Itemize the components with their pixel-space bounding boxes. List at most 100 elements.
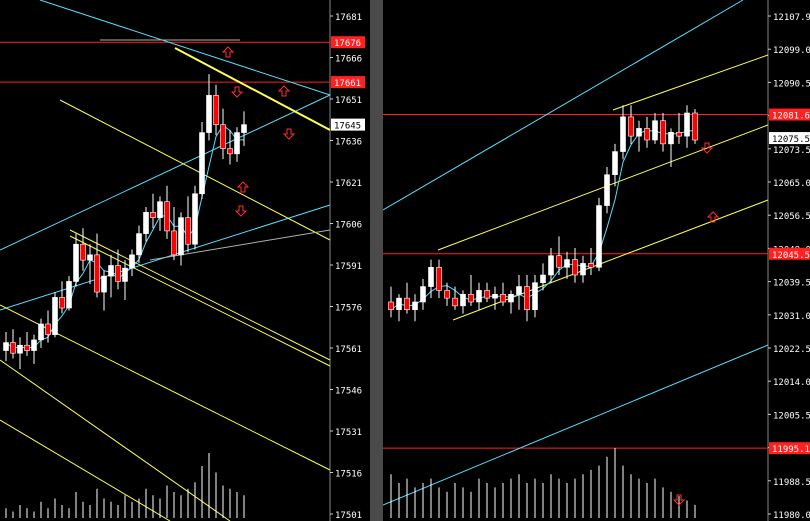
candle-body [80, 243, 86, 261]
arrow-down-icon [700, 142, 714, 154]
y-tick-label: 12107.9 [773, 13, 810, 23]
trend-line [69, 235, 331, 367]
trend-line [0, 359, 231, 521]
candle-body [564, 259, 570, 268]
y-tick-label: 17546 [335, 387, 362, 397]
candle-body [572, 259, 578, 276]
arrow-up-icon [706, 211, 720, 223]
candle-body [676, 131, 682, 137]
candle-body [492, 293, 498, 299]
trend-line [383, 0, 744, 211]
y-tick-label: 17516 [335, 470, 362, 480]
candle-body [620, 116, 626, 152]
candle-body [420, 286, 426, 303]
panel-divider[interactable] [370, 0, 383, 521]
candle-body [185, 217, 191, 245]
y-tick-label: 12022.5 [773, 345, 810, 355]
trend-line [437, 124, 769, 251]
y-tick-label: 17681 [335, 13, 362, 23]
price-label-text: 12075.5 [772, 135, 810, 145]
candle-body [444, 290, 450, 299]
y-tick-label: 17651 [335, 96, 362, 106]
candle-body [122, 267, 128, 282]
candle-body [178, 217, 184, 256]
right-price-chart[interactable]: 12107.9 12099.0 12090.5 12081.6 12073.5 12065… [383, 0, 810, 521]
candle-body [199, 132, 205, 195]
candle-body [660, 120, 666, 145]
candle-body [500, 293, 506, 303]
candle-body [404, 297, 410, 311]
candle-body [484, 290, 490, 299]
moving-average-line [5, 124, 244, 349]
trend-line [149, 229, 331, 261]
candle-body [468, 293, 474, 303]
candle-body [129, 254, 135, 269]
candle-body [652, 120, 658, 141]
candle-body [396, 297, 402, 311]
trend-line [0, 419, 171, 521]
trend-line [39, 0, 331, 96]
candle-body [241, 124, 247, 133]
y-tick-label: 12014.0 [773, 378, 810, 388]
arrow-down-icon [230, 86, 244, 98]
price-label-text: 17676 [334, 39, 361, 49]
candle-body [108, 265, 114, 277]
y-tick-label: 17606 [335, 221, 362, 231]
price-label-text: 12045.5 [772, 251, 810, 261]
candle-body [556, 255, 562, 268]
candle-body [412, 301, 418, 311]
candle-body [476, 290, 482, 303]
candle-body [220, 124, 226, 149]
price-label-box [331, 36, 365, 49]
y-tick-label: 17666 [335, 55, 362, 65]
price-label-box [769, 247, 810, 260]
price-label-text: 12081.6 [772, 112, 810, 122]
arrow-up-icon [277, 85, 291, 97]
candle-body [31, 339, 37, 351]
trend-line [0, 94, 331, 251]
price-label-text: 17661 [334, 79, 361, 89]
candle-body [452, 297, 458, 307]
y-tick-label: 17591 [335, 262, 362, 272]
y-tick-label: 17636 [335, 138, 362, 148]
candle-body [66, 281, 72, 309]
candle-body [73, 243, 79, 282]
candle-body [532, 282, 538, 311]
y-tick-label: 12099.0 [773, 46, 810, 56]
price-label-box [331, 118, 365, 131]
candle-body [580, 263, 586, 276]
candle-body [540, 274, 546, 284]
candle-body [38, 323, 44, 341]
candle-body [436, 266, 442, 291]
candle-body [636, 128, 642, 137]
candle-body [628, 116, 634, 137]
candle-body [604, 174, 610, 206]
trend-line [612, 54, 769, 111]
candle-body [17, 344, 23, 354]
candle-body [692, 112, 698, 141]
arrow-down-icon [282, 128, 296, 140]
price-label-box [769, 108, 810, 121]
y-tick-label: 17561 [335, 345, 362, 355]
left-price-chart[interactable]: 17681 17666 17651 17636 17621 17606 17591 17576… [0, 0, 370, 521]
candle-body [94, 254, 100, 293]
y-tick-label: 11988.5 [773, 478, 810, 488]
candle-body [508, 293, 514, 303]
candle-body [115, 265, 121, 282]
candle-body [157, 201, 163, 218]
candle-body [668, 131, 674, 145]
candle-body [3, 342, 9, 351]
y-tick-label: 17576 [335, 304, 362, 314]
price-label-text: 11995.1 [772, 445, 810, 455]
y-tick-label: 17531 [335, 428, 362, 438]
candle-body [45, 323, 51, 335]
candle-body [150, 212, 156, 218]
arrow-down-icon [234, 205, 248, 217]
candle-body [644, 128, 650, 141]
price-label-box [331, 76, 365, 89]
candle-body [87, 254, 93, 261]
candle-body [428, 266, 434, 287]
candle-body [143, 212, 149, 234]
y-tick-label: 11980.0 [773, 511, 810, 521]
